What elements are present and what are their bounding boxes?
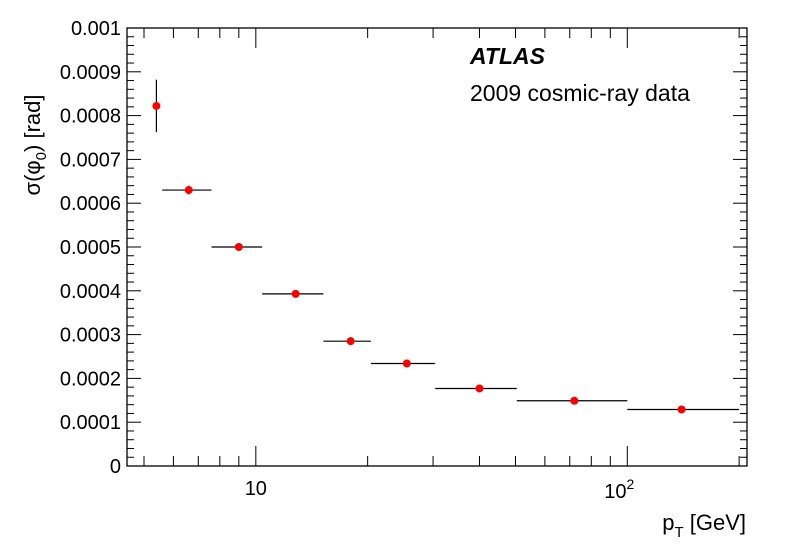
y-tick-label: 0.0001 (60, 412, 121, 434)
x-axis-title-unit: [GeV] (690, 510, 746, 535)
y-tick-label: 0.0004 (60, 281, 121, 303)
y-tick-label: 0.0003 (60, 325, 121, 347)
dataset-label: 2009 cosmic-ray data (470, 80, 690, 106)
y-axis-title-pre: σ(φ (20, 160, 45, 195)
data-points (152, 79, 740, 414)
data-point (262, 289, 324, 298)
data-marker (184, 186, 193, 195)
x-tick-label: 10 (245, 478, 267, 500)
x-axis-title-base: p (662, 510, 674, 535)
data-marker (234, 243, 243, 251)
y-tick-label: 0 (110, 456, 121, 478)
y-tick-label: 0.001 (71, 18, 121, 40)
y-tick-label: 0.0007 (60, 149, 121, 171)
data-point (162, 185, 212, 195)
data-marker (152, 101, 161, 110)
x-axis-ticks: 10 102 (143, 28, 740, 503)
x-axis-title: pT [GeV] (662, 510, 746, 541)
y-axis-ticks: 0 0.0001 0.0002 0.0003 0.0004 0.0005 0.0006 0.0… (60, 18, 747, 478)
y-tick-label: 0.0002 (60, 368, 121, 390)
data-marker (402, 359, 411, 368)
y-axis-title-post: ) [rad] (20, 95, 45, 152)
y-tick-label: 0.0009 (60, 62, 121, 84)
data-marker (291, 289, 300, 298)
data-point (627, 405, 740, 414)
y-tick-label: 0.0005 (60, 237, 121, 259)
atlas-label: ATLAS (469, 43, 546, 69)
data-point (435, 384, 517, 393)
y-tick-label: 0.0008 (60, 106, 121, 128)
data-point (152, 79, 161, 133)
data-marker (570, 396, 579, 405)
x-tick-label: 102 (604, 476, 634, 503)
data-point (370, 359, 436, 368)
data-point (323, 337, 371, 346)
x-axis-title-sub: T (674, 524, 683, 541)
data-point (211, 243, 263, 251)
data-marker (677, 405, 686, 414)
y-axis-title: σ(φ0) [rad] (20, 95, 50, 196)
data-marker (346, 337, 355, 346)
data-marker (475, 384, 484, 393)
y-axis-title-sub: 0 (33, 152, 50, 160)
data-point (516, 396, 628, 405)
y-tick-label: 0.0006 (60, 193, 121, 215)
